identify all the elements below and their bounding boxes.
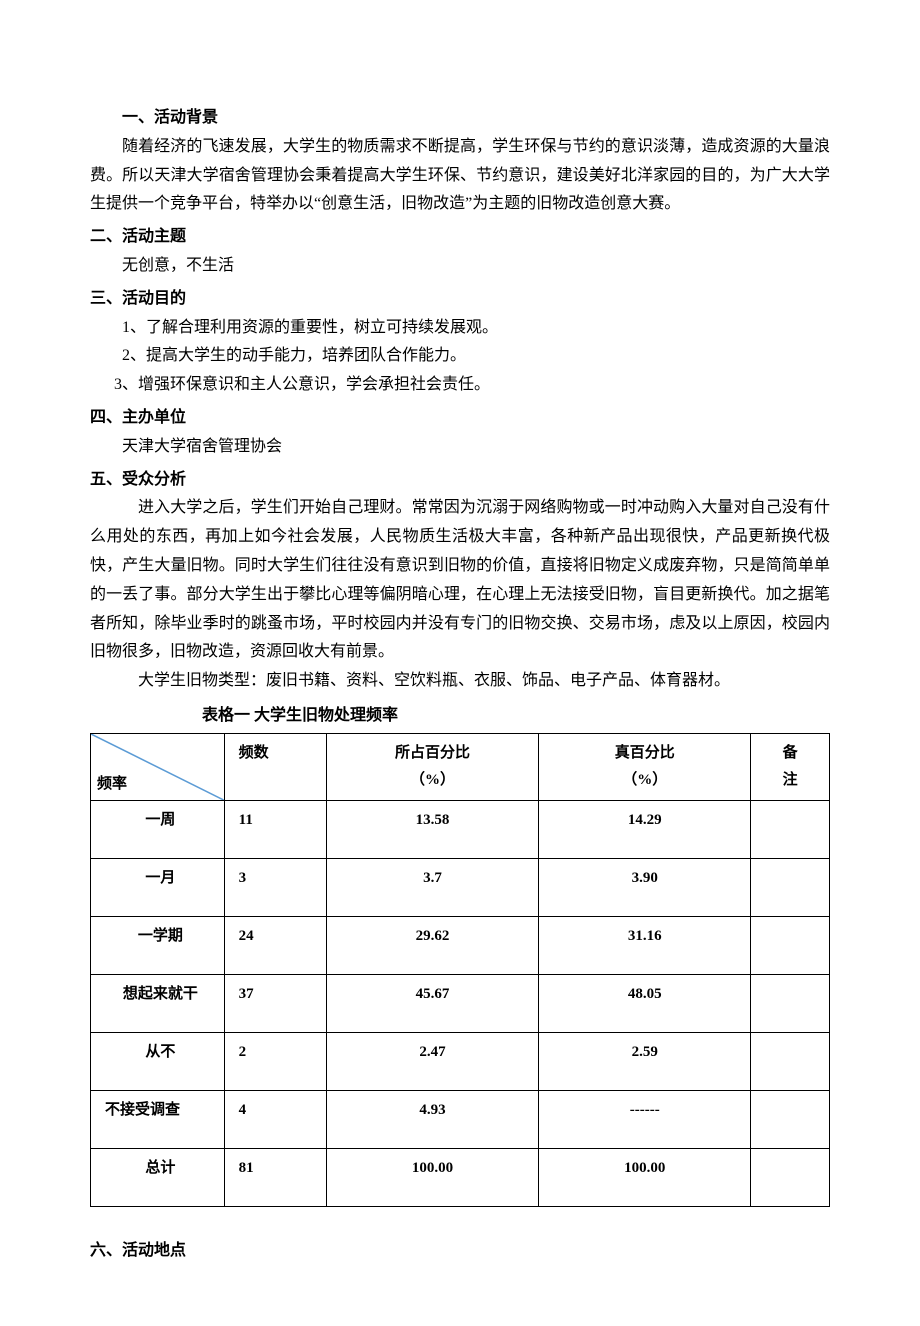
cell-count: 81 bbox=[224, 1148, 326, 1206]
cell-count: 37 bbox=[224, 974, 326, 1032]
section-1-body: 随着经济的飞速发展，大学生的物质需求不断提高，学生环保与节约的意识淡薄，造成资源… bbox=[90, 133, 830, 219]
section-3-item-2: 2、提高大学生的动手能力，培养团队合作能力。 bbox=[90, 342, 830, 371]
cell-truepct: 48.05 bbox=[539, 974, 751, 1032]
table-header-row: 方式 频率 频数 所占百分比 （%） 真百分比 （%） 备 注 bbox=[91, 733, 830, 800]
header-truepct-l2: （%） bbox=[622, 772, 667, 788]
cell-freq: 从不 bbox=[91, 1032, 225, 1090]
header-pct-l2: （%） bbox=[410, 772, 455, 788]
cell-pct: 13.58 bbox=[326, 800, 538, 858]
cell-count: 11 bbox=[224, 800, 326, 858]
section-4-title: 四、主办单位 bbox=[90, 404, 830, 433]
cell-note bbox=[751, 974, 830, 1032]
table-row: 不接受调查 4 4.93 ------ bbox=[91, 1090, 830, 1148]
cell-note bbox=[751, 1032, 830, 1090]
cell-freq: 总计 bbox=[91, 1148, 225, 1206]
cell-count: 24 bbox=[224, 916, 326, 974]
section-1-title: 一、活动背景 bbox=[90, 104, 830, 133]
cell-count: 2 bbox=[224, 1032, 326, 1090]
section-4-body: 天津大学宿舍管理协会 bbox=[90, 433, 830, 462]
cell-truepct: 31.16 bbox=[539, 916, 751, 974]
table-row: 一周 11 13.58 14.29 bbox=[91, 800, 830, 858]
cell-truepct: ------ bbox=[539, 1090, 751, 1148]
cell-freq: 不接受调查 bbox=[91, 1090, 225, 1148]
cell-freq: 一周 bbox=[91, 800, 225, 858]
section-6-title: 六、活动地点 bbox=[90, 1237, 830, 1266]
section-5-p2: 大学生旧物类型：废旧书籍、资料、空饮料瓶、衣服、饰品、电子产品、体育器材。 bbox=[90, 667, 830, 696]
table-row: 一月 3 3.7 3.90 bbox=[91, 858, 830, 916]
section-2-body: 无创意，不生活 bbox=[90, 252, 830, 281]
cell-truepct: 3.90 bbox=[539, 858, 751, 916]
frequency-table: 方式 频率 频数 所占百分比 （%） 真百分比 （%） 备 注 一周 11 13… bbox=[90, 733, 830, 1207]
header-pct-l1: 所占百分比 bbox=[395, 745, 470, 761]
diag-bottom-label: 频率 bbox=[97, 771, 127, 798]
table-header-diagonal: 方式 频率 bbox=[91, 733, 225, 800]
cell-pct: 4.93 bbox=[326, 1090, 538, 1148]
table-row: 总计 81 100.00 100.00 bbox=[91, 1148, 830, 1206]
section-5-title: 五、受众分析 bbox=[90, 466, 830, 495]
table-row: 一学期 24 29.62 31.16 bbox=[91, 916, 830, 974]
diag-top-label: 方式 bbox=[188, 736, 216, 761]
cell-freq: 一学期 bbox=[91, 916, 225, 974]
section-3-item-1: 1、了解合理利用资源的重要性，树立可持续发展观。 bbox=[90, 314, 830, 343]
cell-truepct: 2.59 bbox=[539, 1032, 751, 1090]
section-3-item-3: 3、增强环保意识和主人公意识，学会承担社会责任。 bbox=[90, 371, 830, 400]
cell-pct: 29.62 bbox=[326, 916, 538, 974]
header-note-l2: 注 bbox=[783, 772, 798, 788]
cell-freq: 一月 bbox=[91, 858, 225, 916]
cell-pct: 45.67 bbox=[326, 974, 538, 1032]
cell-note bbox=[751, 1090, 830, 1148]
cell-truepct: 100.00 bbox=[539, 1148, 751, 1206]
cell-pct: 3.7 bbox=[326, 858, 538, 916]
cell-note bbox=[751, 800, 830, 858]
cell-count: 4 bbox=[224, 1090, 326, 1148]
table-header-pct: 所占百分比 （%） bbox=[326, 733, 538, 800]
table-header-count: 频数 bbox=[224, 733, 326, 800]
cell-note bbox=[751, 858, 830, 916]
table-row: 从不 2 2.47 2.59 bbox=[91, 1032, 830, 1090]
section-2-title: 二、活动主题 bbox=[90, 223, 830, 252]
table-row: 想起来就干 37 45.67 48.05 bbox=[91, 974, 830, 1032]
cell-note bbox=[751, 916, 830, 974]
table-header-note: 备 注 bbox=[751, 733, 830, 800]
table-header-truepct: 真百分比 （%） bbox=[539, 733, 751, 800]
table-caption: 表格一 大学生旧物处理频率 bbox=[90, 702, 830, 731]
cell-note bbox=[751, 1148, 830, 1206]
cell-pct: 100.00 bbox=[326, 1148, 538, 1206]
header-truepct-l1: 真百分比 bbox=[615, 745, 675, 761]
section-5-p1: 进入大学之后，学生们开始自己理财。常常因为沉溺于网络购物或一时冲动购入大量对自己… bbox=[90, 494, 830, 667]
cell-truepct: 14.29 bbox=[539, 800, 751, 858]
section-3-title: 三、活动目的 bbox=[90, 285, 830, 314]
cell-count: 3 bbox=[224, 858, 326, 916]
cell-freq: 想起来就干 bbox=[91, 974, 225, 1032]
header-note-l1: 备 bbox=[783, 745, 798, 761]
cell-pct: 2.47 bbox=[326, 1032, 538, 1090]
